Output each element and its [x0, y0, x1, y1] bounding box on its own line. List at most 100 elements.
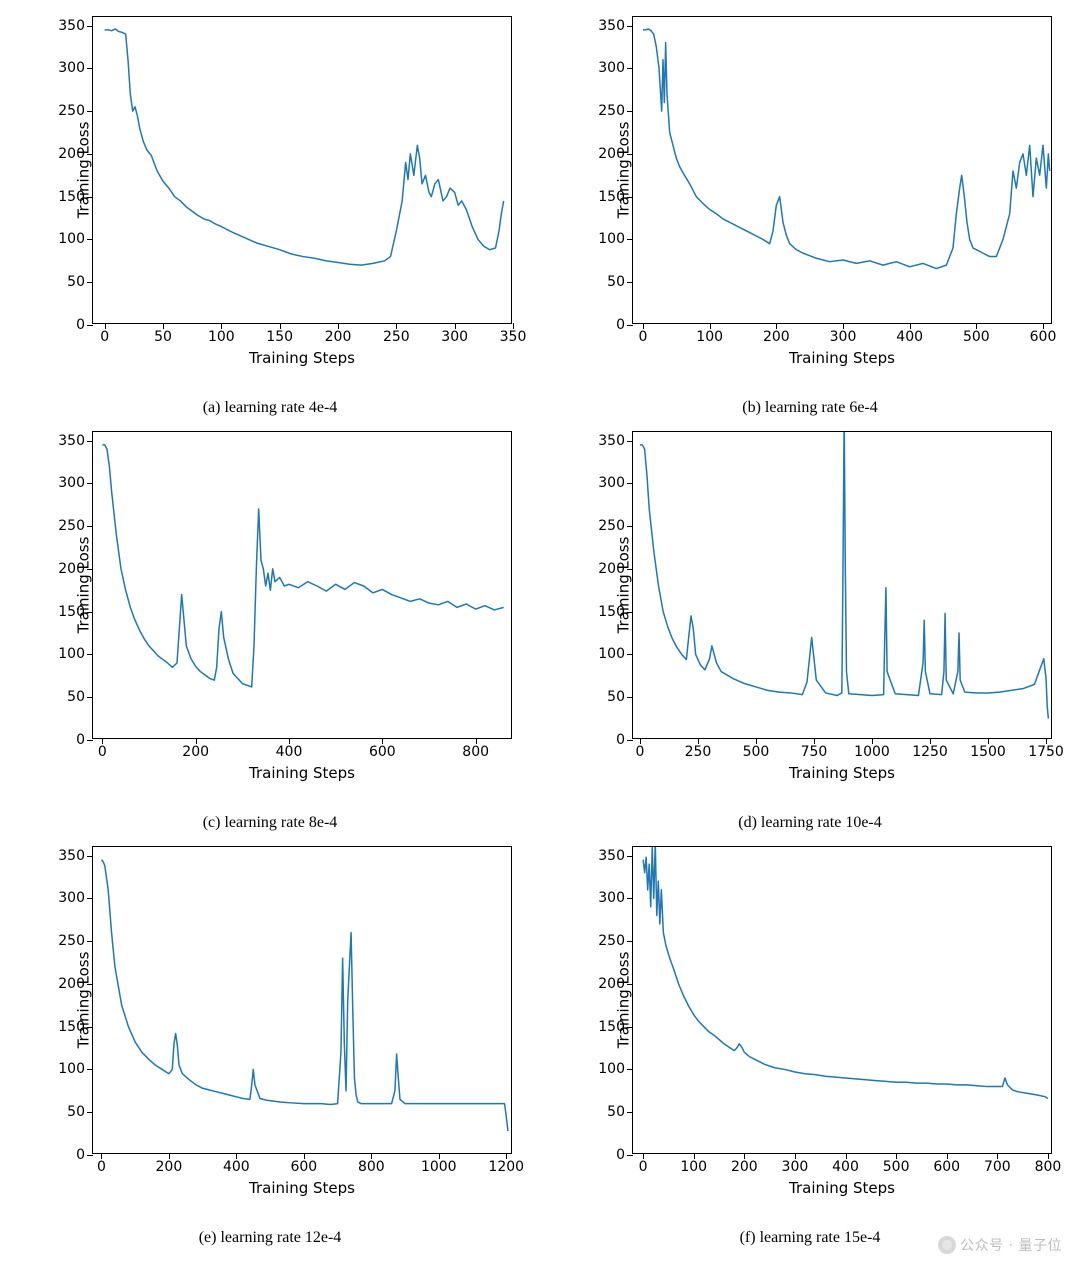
x-tick-label: 0	[98, 744, 107, 760]
x-tick-label: 1500	[970, 744, 1006, 760]
y-tick-label: 50	[67, 274, 85, 290]
y-tick-label: 50	[67, 1104, 85, 1120]
series-line	[101, 860, 508, 1131]
y-tick-label: 150	[598, 1019, 625, 1035]
y-tick	[627, 654, 633, 655]
y-tick	[87, 740, 93, 741]
y-tick-label: 150	[598, 604, 625, 620]
y-tick	[87, 111, 93, 112]
y-tick	[87, 1069, 93, 1070]
y-tick	[87, 282, 93, 283]
y-tick	[627, 154, 633, 155]
y-tick-label: 250	[58, 933, 85, 949]
y-tick	[627, 111, 633, 112]
y-tick-label: 350	[58, 18, 85, 34]
y-tick	[627, 1112, 633, 1113]
x-tick-label: 100	[696, 329, 723, 345]
y-tick	[87, 697, 93, 698]
y-tick	[627, 740, 633, 741]
x-tick-label: 600	[290, 1159, 317, 1175]
y-tick	[627, 68, 633, 69]
y-tick	[627, 1069, 633, 1070]
xlabel-f: Training Steps	[789, 1179, 895, 1197]
x-tick-label: 400	[896, 329, 923, 345]
x-tick-label: 0	[97, 1159, 106, 1175]
x-tick-label: 250	[383, 329, 410, 345]
y-tick-label: 250	[598, 518, 625, 534]
xlabel-d: Training Steps	[789, 764, 895, 782]
x-tick-label: 0	[635, 744, 644, 760]
y-tick	[627, 239, 633, 240]
x-tick-label: 0	[639, 329, 648, 345]
page-root: Training Loss Training Steps 05010015020…	[0, 0, 1080, 1277]
plot-d: Training Loss Training Steps 02505007501…	[632, 431, 1052, 739]
x-tick-label: 300	[441, 329, 468, 345]
y-tick	[87, 1155, 93, 1156]
y-tick	[87, 325, 93, 326]
y-tick-label: 100	[598, 1061, 625, 1077]
plot-b: Training Loss Training Steps 01002003004…	[632, 16, 1052, 324]
chart-grid: Training Loss Training Steps 05010015020…	[0, 0, 1080, 1251]
y-tick-label: 300	[598, 475, 625, 491]
y-tick	[627, 325, 633, 326]
x-tick-label: 200	[156, 1159, 183, 1175]
y-tick	[627, 483, 633, 484]
x-tick-label: 200	[731, 1159, 758, 1175]
y-tick-label: 350	[598, 433, 625, 449]
y-tick	[87, 197, 93, 198]
y-tick-label: 50	[607, 1104, 625, 1120]
y-tick-label: 200	[58, 561, 85, 577]
y-tick-label: 300	[598, 890, 625, 906]
watermark-text: 公众号 · 量子位	[960, 1235, 1062, 1255]
x-tick-label: 0	[100, 329, 109, 345]
y-tick	[627, 526, 633, 527]
y-tick-label: 50	[607, 689, 625, 705]
y-tick-label: 250	[598, 933, 625, 949]
y-tick-label: 350	[598, 848, 625, 864]
panel-c: Training Loss Training Steps 02004006008…	[0, 421, 540, 836]
y-tick	[87, 984, 93, 985]
watermark: 公众号 · 量子位	[938, 1235, 1062, 1255]
y-tick	[87, 898, 93, 899]
x-tick-label: 1200	[488, 1159, 524, 1175]
y-tick	[87, 612, 93, 613]
y-tick	[627, 197, 633, 198]
x-tick-label: 200	[763, 329, 790, 345]
x-tick-label: 300	[830, 329, 857, 345]
y-tick-label: 50	[607, 274, 625, 290]
y-tick-label: 150	[598, 189, 625, 205]
y-tick	[627, 441, 633, 442]
watermark-icon	[938, 1236, 956, 1254]
y-tick-label: 300	[58, 475, 85, 491]
xlabel-b: Training Steps	[789, 349, 895, 367]
y-tick-label: 0	[616, 317, 625, 333]
x-tick-label: 50	[154, 329, 172, 345]
x-tick-label: 150	[266, 329, 293, 345]
y-tick-label: 100	[58, 646, 85, 662]
x-tick-label: 350	[500, 329, 527, 345]
y-tick-label: 200	[58, 976, 85, 992]
y-tick	[627, 941, 633, 942]
y-tick	[87, 239, 93, 240]
y-tick-label: 200	[598, 976, 625, 992]
x-tick-label: 400	[223, 1159, 250, 1175]
y-tick-label: 0	[616, 732, 625, 748]
xlabel-e: Training Steps	[249, 1179, 355, 1197]
x-tick-label: 1250	[912, 744, 948, 760]
y-tick	[627, 282, 633, 283]
y-tick-label: 100	[58, 1061, 85, 1077]
y-tick-label: 200	[58, 146, 85, 162]
y-tick-label: 350	[58, 433, 85, 449]
series-line	[102, 445, 503, 687]
x-tick-label: 400	[276, 744, 303, 760]
y-tick	[87, 941, 93, 942]
x-tick-label: 100	[680, 1159, 707, 1175]
y-tick	[627, 856, 633, 857]
panel-e: Training Loss Training Steps 02004006008…	[0, 836, 540, 1251]
x-tick-label: 250	[685, 744, 712, 760]
y-tick-label: 100	[58, 231, 85, 247]
y-tick-label: 300	[58, 60, 85, 76]
y-tick	[87, 154, 93, 155]
y-tick-label: 200	[598, 561, 625, 577]
plot-c: Training Loss Training Steps 02004006008…	[92, 431, 512, 739]
